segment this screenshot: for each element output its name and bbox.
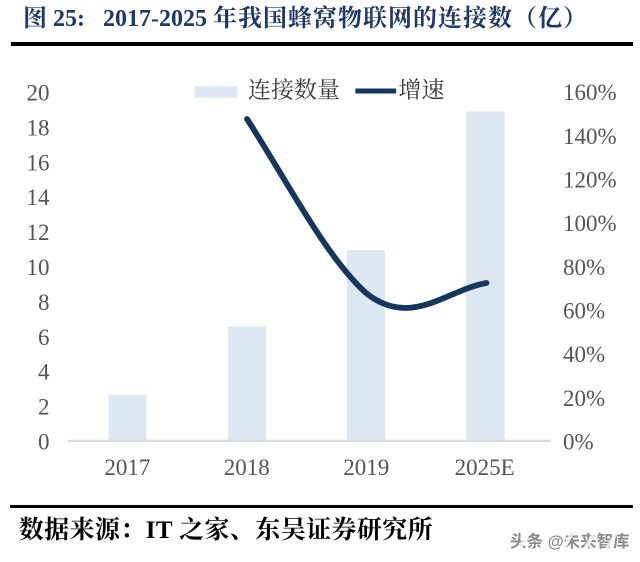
svg-text:连接数量: 连接数量 bbox=[248, 78, 340, 103]
svg-text:4: 4 bbox=[38, 360, 50, 385]
svg-text:2025E: 2025E bbox=[455, 455, 515, 480]
svg-text:80%: 80% bbox=[563, 255, 605, 280]
svg-text:2017: 2017 bbox=[104, 455, 150, 480]
svg-text:100%: 100% bbox=[563, 211, 617, 236]
svg-text:2018: 2018 bbox=[224, 455, 270, 480]
svg-text:14: 14 bbox=[27, 185, 51, 210]
svg-text:140%: 140% bbox=[563, 124, 617, 149]
svg-text:40%: 40% bbox=[563, 342, 605, 367]
svg-text:0: 0 bbox=[38, 429, 50, 454]
svg-text:16: 16 bbox=[27, 150, 50, 175]
svg-text:0%: 0% bbox=[563, 429, 594, 454]
svg-text:增速: 增速 bbox=[398, 78, 444, 103]
svg-text:2019: 2019 bbox=[343, 455, 389, 480]
svg-text:18: 18 bbox=[27, 115, 50, 140]
svg-text:20%: 20% bbox=[563, 386, 605, 411]
svg-text:20: 20 bbox=[27, 81, 50, 106]
svg-text:120%: 120% bbox=[563, 168, 617, 193]
svg-text:160%: 160% bbox=[563, 80, 617, 105]
svg-text:12: 12 bbox=[27, 220, 50, 245]
svg-text:60%: 60% bbox=[563, 299, 605, 324]
svg-text:10: 10 bbox=[27, 255, 50, 280]
svg-text:6: 6 bbox=[38, 325, 50, 350]
svg-text:8: 8 bbox=[38, 290, 50, 315]
svg-text:2: 2 bbox=[38, 395, 50, 420]
